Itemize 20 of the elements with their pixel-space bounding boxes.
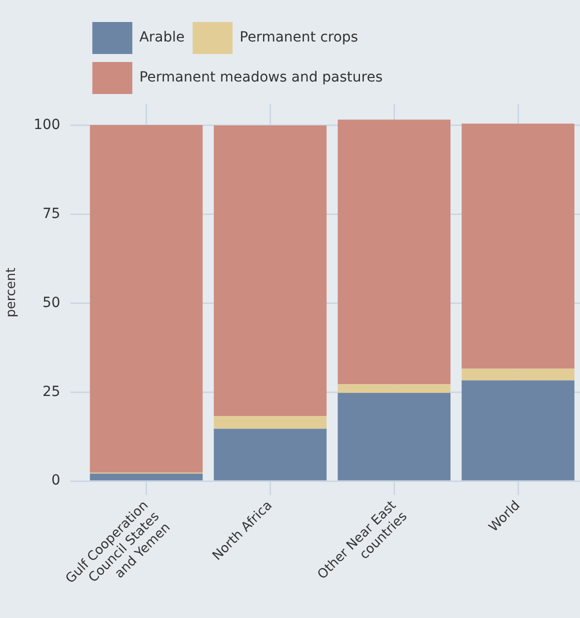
y-axis-title: percent (4, 268, 20, 318)
y-tick-label: 50 (42, 294, 60, 311)
y-tick-label: 100 (34, 116, 60, 133)
bar (214, 428, 327, 480)
bar (338, 392, 451, 480)
bar (462, 368, 574, 380)
y-tick-label: 0 (51, 472, 60, 489)
bar (214, 416, 327, 429)
bar (338, 120, 451, 384)
bar (90, 474, 203, 480)
legend-label: Arable (139, 30, 185, 46)
bar (338, 384, 451, 393)
bar (90, 124, 203, 473)
bar (462, 380, 574, 480)
legend-label: Permanent crops (240, 30, 358, 46)
y-tick-label: 75 (42, 206, 60, 222)
bar (214, 125, 327, 416)
y-tick-label: 25 (42, 384, 60, 400)
bar (462, 124, 574, 369)
legend-label: Permanent meadows and pastures (139, 70, 383, 86)
